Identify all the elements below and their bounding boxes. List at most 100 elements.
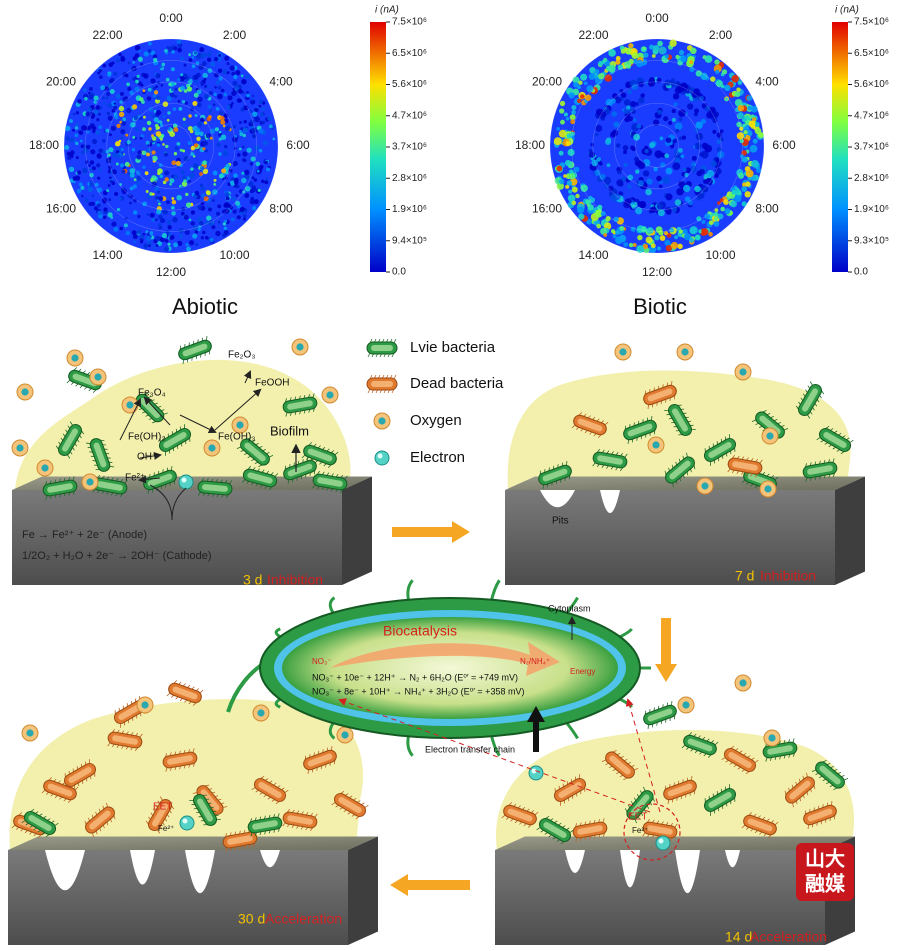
polar-dot — [670, 78, 676, 83]
polar-dot — [177, 42, 183, 49]
polar-dot — [121, 169, 126, 174]
polar-dot — [627, 116, 634, 122]
polar-dot — [172, 216, 178, 223]
flow-arrow — [390, 874, 470, 896]
flagellum — [251, 786, 256, 791]
polar-dot — [630, 101, 637, 108]
polar-dot — [630, 145, 635, 151]
polar-dot — [145, 230, 149, 234]
polar-dot — [154, 90, 159, 95]
polar-dot — [649, 44, 655, 50]
flagellum — [147, 489, 149, 494]
polar-dot — [96, 153, 102, 158]
polar-dot — [200, 166, 205, 171]
flagellum — [72, 476, 75, 481]
polar-dot — [239, 121, 242, 124]
polar-dot — [736, 121, 742, 128]
polar-dot — [106, 158, 112, 164]
flagellum — [331, 746, 333, 751]
polar-dot — [168, 82, 172, 87]
polar-dot — [96, 187, 103, 193]
polar-dot — [106, 189, 110, 193]
flagellum — [331, 801, 336, 806]
polar-dot — [704, 55, 713, 63]
polar-dot — [242, 190, 246, 194]
polar-dot — [185, 202, 192, 208]
polar-dot — [142, 165, 146, 169]
polar-dot — [141, 100, 145, 104]
flagellum — [633, 768, 639, 771]
polar-dot — [162, 180, 167, 185]
polar-dot — [700, 72, 708, 81]
polar-dot — [84, 198, 89, 203]
core — [669, 460, 691, 480]
polar-dot — [198, 64, 204, 70]
polar-dot — [126, 107, 132, 114]
polar-dot — [665, 245, 673, 252]
polar-dot — [746, 95, 753, 101]
polar-dot — [185, 243, 189, 247]
polar-dot — [237, 88, 243, 94]
polar-dot — [91, 138, 98, 145]
polar-dot — [267, 116, 271, 121]
polar-dot — [97, 71, 101, 75]
oxygen-core — [764, 485, 772, 493]
polar-dot — [642, 243, 649, 250]
polar-dot — [183, 214, 189, 220]
polar-dot — [148, 107, 154, 112]
polar-dot — [569, 114, 576, 121]
oxygen-core — [141, 701, 149, 709]
polar-dot — [115, 162, 119, 166]
polar-dot — [94, 182, 99, 187]
polar-dot — [229, 65, 235, 71]
flagellum — [759, 459, 763, 464]
polar-dot — [87, 186, 93, 192]
polar-dot — [605, 65, 612, 72]
polar-dot — [590, 142, 594, 147]
polar-dot — [136, 181, 140, 185]
polar-dot — [91, 194, 95, 198]
polar-dot — [197, 205, 203, 210]
polar-dot — [239, 129, 242, 133]
polar-dot — [664, 231, 669, 236]
reaction-arrow — [119, 398, 141, 441]
polar-dot — [644, 148, 649, 154]
polar-dot — [197, 121, 203, 127]
polar-dot — [675, 54, 680, 60]
polar-dot — [125, 74, 129, 78]
core — [708, 792, 732, 808]
polar-dot — [717, 151, 725, 159]
polar-dot — [212, 170, 218, 176]
polar-dot — [241, 171, 245, 175]
polar-dot — [146, 152, 150, 157]
polar-dot — [261, 120, 266, 125]
clock-label: 0:00 — [645, 11, 669, 25]
core — [609, 755, 631, 775]
polar-dot — [202, 147, 206, 151]
flagellum — [534, 811, 539, 816]
flagellum — [282, 822, 286, 827]
clock-label: 18:00 — [29, 138, 59, 152]
live-bacterium — [366, 338, 398, 358]
polar-dot — [251, 176, 255, 180]
polar-dot — [258, 104, 262, 108]
polar-dot — [78, 130, 84, 135]
polar-dot — [632, 118, 637, 122]
polar-dot — [203, 77, 207, 81]
flagellum — [671, 701, 673, 706]
polar-dot — [169, 178, 175, 184]
polar-dot — [724, 84, 731, 92]
polar-dot — [89, 160, 95, 165]
polar-dot — [69, 137, 75, 143]
polar-dot — [642, 46, 646, 51]
polar-dot — [570, 119, 576, 125]
polar-dot — [140, 83, 144, 87]
polar-dot — [93, 100, 97, 104]
polar-dot — [151, 136, 157, 141]
polar-dot — [138, 100, 142, 104]
polar-dot — [612, 234, 617, 239]
flagellum — [66, 379, 71, 384]
polar-dot — [158, 202, 161, 206]
polar-dot — [239, 132, 244, 137]
polar-dot — [560, 119, 565, 125]
